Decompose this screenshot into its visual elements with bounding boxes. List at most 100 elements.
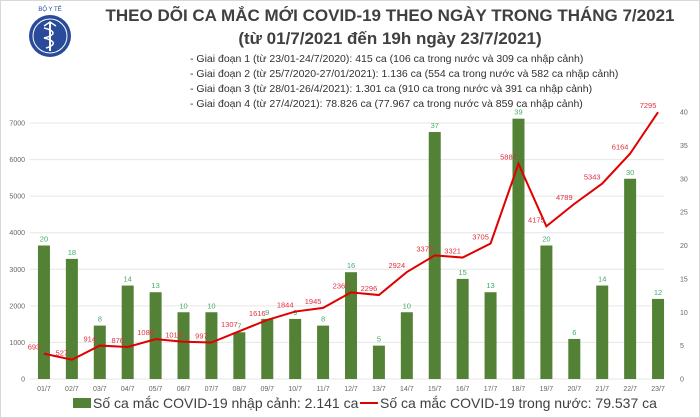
right-axis-tick: 25: [680, 210, 688, 217]
x-axis-tick: 03/7: [93, 386, 107, 393]
x-axis-tick: 08/7: [233, 386, 247, 393]
line-value-label: 7295: [640, 101, 657, 110]
bar: [372, 345, 385, 379]
x-axis-tick: 05/7: [149, 386, 163, 393]
bar: [652, 298, 665, 379]
phase-notes: - Giai đoạn 1 (từ 23/01-24/7/2020): 415 …: [190, 52, 618, 112]
bar: [345, 272, 357, 379]
bar: [624, 178, 637, 379]
line-value-label: 2296: [361, 284, 378, 293]
bar: [289, 318, 302, 379]
bar-value-label: 14: [124, 275, 132, 284]
x-axis-tick: 20/7: [567, 386, 581, 393]
line-series: [43, 111, 659, 361]
bar: [177, 312, 190, 379]
right-axis-tick: 15: [680, 276, 688, 283]
bar: [568, 338, 581, 379]
line-value-label: 5887: [500, 153, 517, 162]
chart-title: THEO DÕI CA MẮC MỚI COVID-19 THEO NGÀY T…: [105, 6, 675, 25]
bar-value-label: 6: [572, 328, 576, 337]
x-axis-tick: 07/7: [205, 386, 219, 393]
legend-bar-label: Số ca mắc COVID-19 nhập cảnh: 2.141 ca: [93, 395, 359, 411]
bar-value-label: 18: [68, 248, 76, 257]
x-axis-tick: 14/7: [400, 386, 414, 393]
x-axis-tick: 15/7: [428, 386, 442, 393]
bar: [205, 312, 218, 379]
x-axis-tick: 19/7: [540, 386, 554, 393]
left-axis-tick: 4000: [9, 230, 25, 237]
left-axis-tick: 6000: [9, 157, 25, 164]
line-value-label: 4789: [556, 193, 573, 202]
left-axis-tick: 5000: [9, 194, 25, 201]
bar: [261, 318, 274, 379]
legend-line-label: Số ca mắc COVID-19 trong nước: 79.537 ca: [380, 395, 657, 411]
bar: [317, 325, 330, 379]
line-value-label: 3321: [444, 247, 461, 256]
bar-value-label: 37: [431, 121, 439, 130]
left-axis-tick: 7000: [9, 121, 25, 128]
x-axis-tick: 04/7: [121, 386, 135, 393]
line-value-label: 3379: [416, 244, 433, 253]
bar-value-label: 7: [237, 321, 241, 330]
line-value-label: 2367: [333, 281, 350, 290]
phase-note: - Giai đoạn 3 (từ 28/01-26/4/2021): 1.30…: [190, 83, 593, 95]
bar: [121, 285, 134, 379]
bar-value-label: 16: [347, 261, 355, 270]
x-axis-tick: 10/7: [288, 386, 302, 393]
x-axis-tick: 18/7: [512, 386, 526, 393]
bar: [512, 118, 525, 380]
bar-value-label: 10: [207, 301, 215, 310]
x-axis-tick: 21/7: [595, 386, 609, 393]
x-axis-tick: 12/7: [344, 386, 358, 393]
line-value-label: 1019: [165, 331, 182, 340]
line-value-label: 6164: [612, 143, 629, 152]
bar-value-label: 12: [654, 288, 662, 297]
ministry-of-health-logo: BỘ Y TẾ: [29, 6, 71, 57]
bar-value-label: 14: [598, 275, 606, 284]
chart-subtitle: (từ 01/7/2021 đến 19h ngày 23/7/2021): [238, 29, 542, 48]
x-axis-tick: 06/7: [177, 386, 191, 393]
x-axis-tick: 13/7: [372, 386, 386, 393]
left-axis-tick: 1000: [9, 340, 25, 347]
left-axis-tick: 0: [21, 377, 25, 384]
x-axis-tick: 02/7: [65, 386, 79, 393]
right-axis-tick: 0: [680, 377, 684, 384]
bar: [400, 312, 413, 379]
bar-value-label: 8: [321, 315, 325, 324]
combo-chart: 0 1000 2000 3000 4000 5000 6000 7000 0 5 10 15 20 25 3…: [9, 101, 688, 393]
right-axis-tick: 20: [680, 243, 688, 250]
x-axis-tick: 01/7: [37, 386, 51, 393]
line-value-label: 997: [195, 332, 208, 341]
bar: [596, 285, 609, 379]
line-value-label: 876: [111, 336, 124, 345]
bar-value-label: 30: [626, 168, 634, 177]
bar: [540, 245, 553, 379]
line-value-label: 1307: [221, 320, 238, 329]
bar: [65, 258, 78, 379]
phase-note: - Giai đoạn 4 (từ 27/4/2021): 78.826 ca …: [190, 98, 583, 110]
bar: [149, 292, 162, 379]
bar-value-label: 20: [542, 235, 550, 244]
right-axis-tick: 5: [680, 343, 684, 350]
svg-text:BỘ Y TẾ: BỘ Y TẾ: [38, 6, 61, 13]
x-axis-tick: 16/7: [456, 386, 470, 393]
line-value-label: 5343: [584, 173, 601, 182]
line-value-label: 2924: [388, 261, 405, 270]
phase-note: - Giai đoạn 2 (từ 25/7/2020-27/01/2021):…: [190, 68, 619, 80]
x-axis-tick: 11/7: [317, 386, 330, 393]
line-value-label: 1844: [277, 301, 294, 310]
line-value-label: 693: [28, 343, 41, 352]
line-value-label: 4175: [528, 215, 545, 224]
right-axis-tick: 30: [680, 176, 688, 183]
x-axis-tick: 09/7: [260, 386, 274, 393]
bar-value-label: 8: [98, 315, 102, 324]
bar: [37, 245, 50, 379]
line-value-label: 1616: [249, 309, 266, 318]
bar: [484, 292, 497, 379]
bar-value-label: 5: [377, 335, 381, 344]
bar: [233, 332, 246, 379]
right-axis-tick: 40: [680, 110, 688, 117]
line-value-label: 3705: [472, 233, 489, 242]
line-value-label: 1945: [305, 297, 322, 306]
x-axis-tick: 22/7: [623, 386, 637, 393]
